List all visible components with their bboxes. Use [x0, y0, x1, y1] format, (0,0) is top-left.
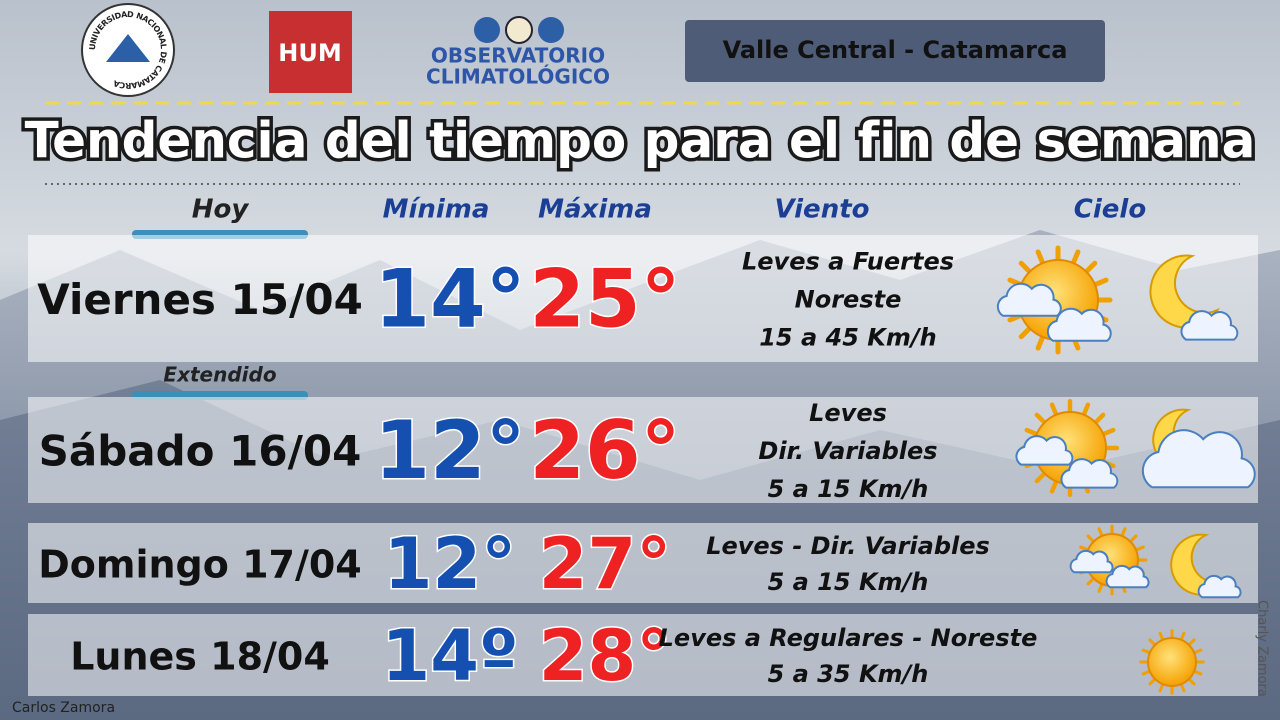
region-box [685, 20, 1105, 82]
wind: 5 a 15 Km/h [768, 568, 929, 596]
sun-ray [1035, 334, 1046, 351]
sun-ray [1158, 682, 1165, 693]
sun-ray [1034, 471, 1047, 484]
sun-ray [1081, 402, 1091, 417]
university-emblem [106, 34, 150, 62]
wind: Dir. Variables [758, 437, 937, 465]
column-header: Viento [774, 195, 869, 225]
cloud [1060, 458, 1119, 489]
max-temp: 25° [529, 252, 680, 345]
sun-ray [1148, 677, 1157, 686]
sun-ray [1079, 545, 1090, 552]
wind: 5 a 15 Km/h [768, 475, 929, 503]
sun-ray [1083, 260, 1098, 275]
title: Tendencia del tiempo para el fin de sema… [25, 112, 1256, 170]
sun-ray [1134, 545, 1145, 552]
cloud [996, 282, 1062, 317]
wind: Leves a Fuertes [742, 248, 954, 276]
cloud [1180, 310, 1239, 341]
min-temp: 12° [384, 523, 516, 605]
sun-ray [1120, 527, 1127, 538]
hum-logo [269, 11, 352, 93]
sun-ray [1179, 682, 1186, 693]
sun-ray [1128, 534, 1138, 544]
wind: 5 a 35 Km/h [768, 660, 929, 688]
sun-ray [1018, 260, 1033, 275]
watermark: Charly Zamora [1255, 600, 1270, 697]
sun-ray [1158, 631, 1165, 642]
author: Carlos Zamora [12, 700, 115, 716]
min-temp: 14º [382, 615, 519, 697]
sun-ray [1192, 669, 1203, 676]
wind: 15 a 45 Km/h [759, 324, 937, 352]
cloud [1046, 307, 1112, 342]
sun-ray [1024, 427, 1039, 437]
sun-ray [1097, 582, 1104, 593]
wind: Noreste [795, 286, 902, 314]
sun-ray [1101, 427, 1116, 437]
region: Valle Central - Catamarca [723, 36, 1068, 64]
column-header: Cielo [1074, 195, 1146, 225]
sun-ray [1086, 534, 1096, 544]
hum-logo-text: HUM [278, 39, 341, 67]
max-temp: 28° [539, 615, 671, 697]
rows: Viernes 15/04 14° 25° Leves a Fuertes Norest… [28, 235, 1258, 699]
cloud [1141, 429, 1256, 489]
wind: Leves a Regulares - Noreste [659, 624, 1038, 652]
observatory-icon [538, 17, 564, 43]
cloud [1105, 564, 1150, 589]
cloud [1015, 435, 1074, 466]
cloud [1197, 574, 1242, 599]
sun-ray [1070, 249, 1081, 266]
max-temp: 27° [539, 523, 671, 605]
min-temp: 12° [374, 404, 525, 497]
day: Sábado 16/04 [39, 427, 362, 476]
sun-ray [1034, 412, 1047, 425]
min-temp: 14° [374, 252, 525, 345]
day: Lunes 18/04 [70, 635, 330, 679]
sun-ray [1192, 648, 1203, 655]
sun-ray [1097, 527, 1104, 538]
column-header: Hoy [192, 195, 250, 225]
sun-ray [1179, 631, 1186, 642]
sun-ray [1049, 402, 1059, 417]
sun-ray [1035, 249, 1046, 266]
sun-ray [1092, 277, 1109, 288]
sun-ray [1187, 638, 1196, 647]
sun-ray [1093, 412, 1106, 425]
day: Domingo 17/04 [38, 543, 362, 587]
wind: Leves - Dir. Variables [706, 532, 990, 560]
observatory-name: CLIMATOLÓGICO [426, 65, 610, 89]
observatory-icon [474, 17, 500, 43]
max-temp: 26° [529, 404, 680, 497]
sun-ray [1141, 648, 1152, 655]
cloud [1069, 549, 1114, 574]
sun-ray [1148, 638, 1157, 647]
sun-ray [1086, 576, 1096, 586]
observatory-icon [505, 16, 533, 44]
wind: Leves [809, 399, 887, 427]
sun-ray [1187, 677, 1196, 686]
sun-ray [1049, 479, 1059, 494]
row-panel [28, 523, 1258, 603]
observatory-name: OBSERVATORIO [431, 44, 605, 68]
sun [1147, 637, 1197, 687]
row-panel [28, 614, 1258, 696]
column-header: Mínima [383, 195, 490, 225]
sun-ray [1018, 325, 1033, 340]
day: Viernes 15/04 [37, 275, 363, 324]
sun-ray [1141, 669, 1152, 676]
column-header: Máxima [538, 195, 652, 225]
extended-label: Extendido [163, 363, 276, 387]
